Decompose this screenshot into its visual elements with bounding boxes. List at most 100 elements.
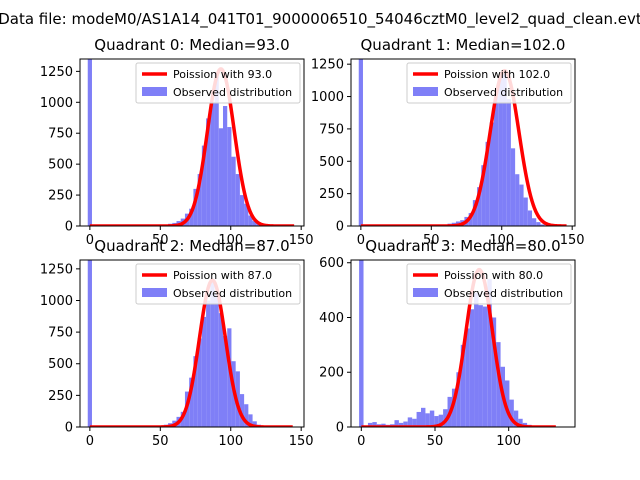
legend: Poission with 93.0 Observed distribution [135, 62, 301, 104]
figure-title: Data file: modeM0/AS1A14_041T01_90000065… [0, 10, 640, 29]
axes-frame [79, 259, 305, 428]
x-tick-label: 0 [86, 233, 94, 248]
histogram-bar [210, 280, 215, 427]
x-tick-label: 50 [152, 233, 169, 248]
histogram-bar [498, 77, 503, 226]
histogram-bar [523, 197, 528, 226]
x-tick-label: 50 [427, 434, 444, 449]
histogram-bar [540, 224, 545, 226]
histogram-bar [367, 422, 373, 427]
y-tick-label: 500 [319, 155, 344, 170]
histogram-bar [201, 145, 207, 226]
legend-box [406, 263, 572, 305]
y-tick-label: 200 [319, 366, 344, 381]
histogram-bar [398, 422, 404, 427]
y-tick-label: 500 [48, 158, 73, 173]
y-tick-label: 0 [336, 220, 344, 235]
histogram-bar [485, 141, 490, 226]
poisson-curve [360, 267, 557, 427]
legend-label-poisson: Poission with 102.0 [444, 68, 550, 81]
histogram-bar [477, 187, 482, 226]
legend-label-observed: Observed distribution [173, 287, 292, 300]
histogram-bar [218, 313, 223, 427]
histogram-bar [394, 420, 399, 427]
histogram-bar [206, 118, 211, 226]
histogram-bar [491, 317, 497, 427]
legend-label-poisson: Poission with 80.0 [444, 269, 543, 282]
histogram-bar [482, 306, 488, 427]
histogram-bar [515, 174, 520, 226]
histogram-bar [469, 309, 475, 427]
histogram-bar [468, 213, 473, 226]
x-tick-label: 0 [357, 233, 365, 248]
x-tick-label: 100 [496, 434, 521, 449]
histogram-bar [429, 410, 435, 427]
axes-frame [350, 58, 576, 227]
histogram-bar [227, 127, 232, 226]
histogram-bar [235, 174, 240, 226]
y-tick-label: 750 [319, 122, 344, 137]
y-tick-label: 0 [65, 421, 73, 436]
histogram-bar [231, 156, 236, 226]
y-tick-label: 1250 [40, 262, 73, 277]
histogram-bar [189, 208, 194, 226]
histogram-bar [372, 422, 377, 427]
histogram-bar [248, 215, 253, 226]
histogram-bar [359, 260, 364, 427]
histogram-bar [487, 279, 492, 427]
histogram-bar [227, 328, 232, 427]
quadrant-2-panel: 0 50 100 150 0 250 500 750 1000 1250 Quadrant 2: M… [40, 237, 314, 449]
x-tick-label: 100 [218, 434, 243, 449]
histogram-bar [252, 421, 257, 427]
histogram-bar [465, 328, 470, 427]
histogram-bar [416, 411, 421, 427]
subplot-title: Quadrant 0: Median=93.0 [94, 36, 289, 54]
histogram-bar [407, 417, 413, 427]
histogram-bar [489, 122, 494, 226]
histogram-bar [412, 418, 417, 427]
x-tick-label: 0 [357, 434, 365, 449]
x-tick-label: 150 [289, 434, 314, 449]
histogram-bar [527, 210, 533, 226]
histogram-bar [193, 356, 198, 427]
subplot-title: Quadrant 2: Median=87.0 [94, 237, 289, 255]
histogram-bar [244, 203, 249, 226]
y-tick-label: 1250 [40, 65, 73, 80]
histogram-bar [443, 409, 448, 427]
poisson-curve [359, 68, 568, 226]
histogram-bar [474, 292, 479, 427]
x-tick-label: 100 [489, 233, 514, 248]
y-tick-label: 0 [65, 220, 73, 235]
quadrant-1-panel: 0 50 100 150 0 250 500 750 1000 1250 Quadrant 1: M… [311, 36, 585, 248]
histogram-bar [519, 184, 524, 226]
histogram-bar [505, 380, 510, 427]
legend-label-observed: Observed distribution [173, 86, 292, 99]
legend: Poission with 102.0 Observed distribution [406, 62, 572, 104]
axes-frame [79, 58, 305, 227]
legend-label-poisson: Poission with 87.0 [173, 269, 272, 282]
legend: Poission with 80.0 Observed distribution [406, 263, 572, 305]
histogram-bar [197, 174, 202, 226]
x-tick-label: 150 [289, 233, 314, 248]
histogram-bar [210, 102, 215, 226]
y-tick-label: 1000 [311, 90, 344, 105]
histogram-bar [197, 338, 202, 427]
y-tick-label: 600 [319, 256, 344, 271]
histogram-bar [252, 221, 257, 226]
legend: Poission with 87.0 Observed distribution [135, 263, 301, 305]
quadrant-0-panel: 0 50 100 150 0 250 500 750 1000 1250 Quadrant 0: M… [40, 36, 314, 248]
axes-frame [350, 259, 576, 428]
histogram-bar [506, 99, 511, 226]
y-tick-label: 250 [48, 389, 73, 404]
histogram-bar [456, 372, 461, 427]
poisson-curve [88, 67, 296, 226]
x-tick-label: 0 [86, 434, 94, 449]
legend-box [135, 263, 301, 305]
histogram-bar [239, 394, 245, 427]
legend-box [406, 62, 572, 104]
histogram-bar [478, 305, 483, 427]
legend-label-observed: Observed distribution [444, 287, 563, 300]
histogram-bar [218, 128, 223, 226]
y-tick-label: 250 [319, 187, 344, 202]
